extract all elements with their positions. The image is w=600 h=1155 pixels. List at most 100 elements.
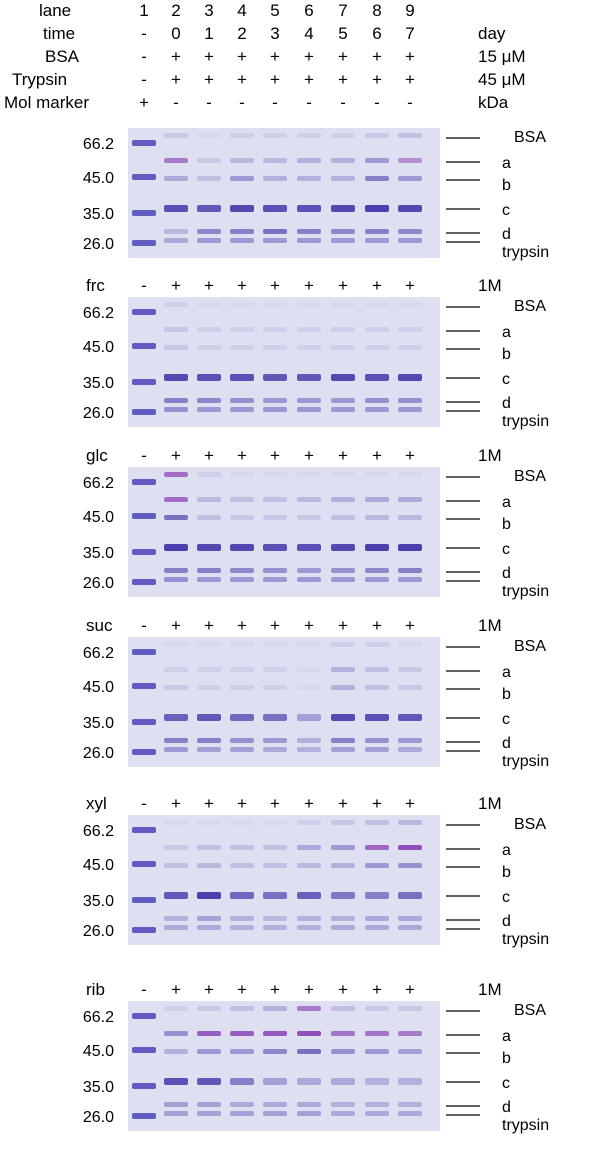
sample-band bbox=[398, 820, 422, 825]
sample-band bbox=[197, 863, 221, 868]
sample-band bbox=[230, 1006, 254, 1011]
header-cell: 7 bbox=[338, 1, 347, 20]
header-row-3: Trypsin - + + + + + + + +45 μM bbox=[12, 70, 526, 89]
panel-concentration: 1M bbox=[478, 276, 502, 295]
sample-band bbox=[297, 577, 321, 582]
panel-sign: + bbox=[204, 794, 214, 813]
header-cell: - bbox=[239, 93, 245, 112]
sample-band bbox=[365, 374, 389, 381]
panel-sign: + bbox=[372, 616, 382, 635]
sample-band bbox=[263, 345, 287, 350]
sample-band bbox=[331, 925, 355, 930]
header-cell: 2 bbox=[237, 24, 246, 43]
sample-band bbox=[164, 398, 188, 403]
sample-band bbox=[365, 176, 389, 181]
marker-weight-label: 66.2 bbox=[83, 1009, 114, 1026]
panel-sign: + bbox=[204, 446, 214, 465]
sample-band bbox=[164, 845, 188, 850]
sample-band bbox=[164, 327, 188, 332]
sample-band bbox=[297, 1078, 321, 1085]
sample-band bbox=[297, 472, 321, 477]
sample-band bbox=[230, 714, 254, 721]
sample-band bbox=[365, 568, 389, 573]
panel-sign: + bbox=[338, 794, 348, 813]
sample-band bbox=[365, 820, 389, 825]
panel-sign: + bbox=[304, 446, 314, 465]
band-label-d: d bbox=[502, 1099, 511, 1116]
marker-band bbox=[132, 240, 156, 246]
band-label-d: d bbox=[502, 913, 511, 930]
sample-band bbox=[230, 738, 254, 743]
sample-band bbox=[331, 1031, 355, 1036]
sample-band bbox=[398, 642, 422, 647]
gel-background bbox=[128, 128, 440, 258]
sample-band bbox=[230, 515, 254, 520]
panel-sign: + bbox=[304, 616, 314, 635]
sample-band bbox=[398, 302, 422, 307]
marker-weight-label: 35.0 bbox=[83, 545, 114, 562]
sample-band bbox=[365, 515, 389, 520]
panel-sign: + bbox=[237, 276, 247, 295]
marker-weight-label: 35.0 bbox=[83, 893, 114, 910]
marker-weight-label: 35.0 bbox=[83, 1079, 114, 1096]
sample-band bbox=[230, 497, 254, 502]
sample-band bbox=[263, 1078, 287, 1085]
sample-band bbox=[164, 133, 188, 138]
sample-band bbox=[197, 820, 221, 825]
sample-band bbox=[398, 345, 422, 350]
marker-band bbox=[132, 1113, 156, 1119]
sample-band bbox=[263, 568, 287, 573]
sample-band bbox=[331, 302, 355, 307]
header-cell: + bbox=[237, 47, 247, 66]
panel-sign: + bbox=[171, 616, 181, 635]
sample-band bbox=[365, 685, 389, 690]
marker-band bbox=[132, 827, 156, 833]
band-label-a: a bbox=[502, 494, 511, 511]
sample-band bbox=[365, 577, 389, 582]
sample-band bbox=[398, 845, 422, 850]
panel-concentration: 1M bbox=[478, 446, 502, 465]
sample-band bbox=[197, 1031, 221, 1036]
sample-band bbox=[197, 892, 221, 899]
sample-band bbox=[297, 398, 321, 403]
sample-band bbox=[297, 1006, 321, 1011]
sample-band bbox=[331, 916, 355, 921]
gel-background bbox=[128, 1001, 440, 1131]
sample-band bbox=[331, 238, 355, 243]
sample-band bbox=[297, 229, 321, 234]
sample-band bbox=[263, 642, 287, 647]
header-row-label: BSA bbox=[45, 47, 80, 66]
sample-band bbox=[263, 327, 287, 332]
header-cell: + bbox=[372, 47, 382, 66]
panel-sign: + bbox=[270, 616, 280, 635]
sample-band bbox=[230, 685, 254, 690]
panel-sign: + bbox=[204, 980, 214, 999]
sample-band bbox=[164, 229, 188, 234]
marker-weight-label: 35.0 bbox=[83, 715, 114, 732]
band-label-d: d bbox=[502, 395, 511, 412]
sample-band bbox=[197, 925, 221, 930]
header-cell: + bbox=[139, 93, 149, 112]
sample-band bbox=[164, 642, 188, 647]
band-label-b: b bbox=[502, 686, 511, 703]
sample-band bbox=[230, 845, 254, 850]
sample-band bbox=[365, 472, 389, 477]
sample-band bbox=[331, 398, 355, 403]
sample-band bbox=[297, 302, 321, 307]
sample-band bbox=[331, 472, 355, 477]
sample-band bbox=[230, 205, 254, 212]
sample-band bbox=[398, 916, 422, 921]
sample-band bbox=[164, 577, 188, 582]
gel-panel-3: suc - + + + + + + + +1M 66.2 45.0 35.0 26.0 BSAabcdtry… bbox=[83, 616, 549, 770]
sample-band bbox=[398, 747, 422, 752]
sample-band bbox=[365, 1078, 389, 1085]
sample-band bbox=[297, 345, 321, 350]
band-label-bsa: BSA bbox=[514, 129, 546, 146]
marker-band bbox=[132, 649, 156, 655]
panel-sign: - bbox=[141, 446, 147, 465]
header-row-unit: kDa bbox=[478, 93, 509, 112]
marker-weight-label: 26.0 bbox=[83, 745, 114, 762]
sample-band bbox=[263, 133, 287, 138]
sample-band bbox=[197, 1102, 221, 1107]
sample-band bbox=[164, 925, 188, 930]
